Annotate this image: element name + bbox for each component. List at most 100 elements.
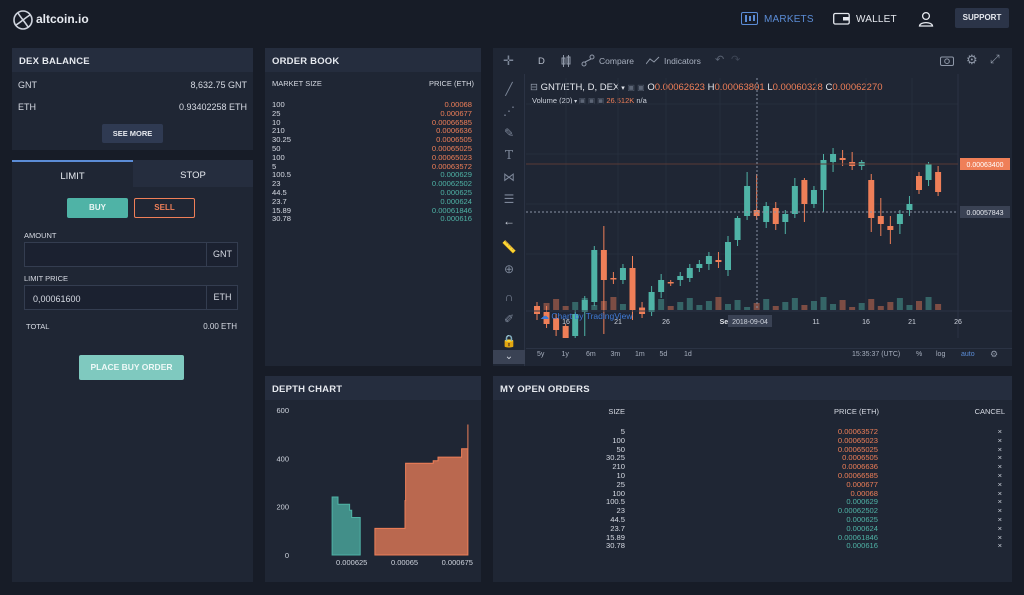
order-book-row[interactable]: 10 0.00066585 (272, 118, 472, 127)
redo-icon[interactable]: ↷ (731, 54, 741, 66)
crosshair-icon[interactable]: ✛ (503, 53, 514, 68)
order-book-row[interactable]: 30.78 0.000616 (272, 214, 472, 223)
volume-bar (782, 302, 789, 310)
legend-controls-icon[interactable]: ▣ ▣ (627, 83, 645, 92)
order-book-row[interactable]: 5 0.00063572 (272, 162, 472, 171)
user-account-icon[interactable] (918, 11, 934, 27)
price-candlestick-chart[interactable]: 0.00063400 0.00057843 16 21 26 Sep 2018-09-04 1… (526, 74, 1012, 338)
camera-icon[interactable] (940, 55, 954, 66)
order-book-price: 0.0006505 (436, 135, 472, 145)
cancel-order-icon[interactable]: × (997, 541, 1002, 551)
timeframe-button[interactable]: 1y (561, 351, 569, 358)
indicators-icon[interactable] (646, 56, 660, 66)
fullscreen-icon[interactable]: ⤢ (990, 52, 1000, 66)
tab-stop[interactable]: STOP (133, 160, 253, 187)
brush-tool-icon[interactable]: ✎ (503, 126, 515, 140)
timeframe-button[interactable]: 1m (635, 351, 645, 358)
candle-body (810, 190, 817, 204)
trendline-tool-icon[interactable]: ╱ (505, 82, 513, 96)
open-order-size: 100 (612, 435, 625, 445)
order-book-row[interactable]: 50 0.00065025 (272, 144, 472, 153)
lock-icon[interactable]: 🔒 (501, 334, 517, 348)
amount-field[interactable]: GNT (24, 242, 238, 267)
candle-style-icon[interactable] (561, 55, 571, 67)
buy-button[interactable]: BUY (67, 198, 128, 218)
candle-body (916, 176, 922, 190)
undo-icon[interactable]: ↶ (715, 54, 725, 66)
cancel-order-icon[interactable]: × (997, 427, 1002, 436)
magnet-tool-icon[interactable]: ∩ (504, 290, 514, 304)
volume-bar (810, 301, 817, 310)
nav-markets-label: MARKETS (764, 14, 814, 25)
settings-gear-icon[interactable]: ⚙ (966, 52, 978, 67)
compare-button[interactable]: Compare (599, 56, 634, 66)
volume-label[interactable]: Volume (20) (532, 96, 573, 105)
pitchfork-tool-icon[interactable]: ⋰ (503, 104, 515, 118)
timeframe-button[interactable]: 5d (659, 351, 668, 358)
lock-drawings-icon[interactable]: ✐ (503, 312, 515, 326)
order-book-row[interactable]: 25 0.000677 (272, 109, 472, 118)
auto-scale-toggle[interactable]: auto (961, 351, 975, 358)
sell-button[interactable]: SELL (134, 198, 195, 218)
chevron-down-icon[interactable]: ⌄ (493, 350, 525, 364)
clock-utc[interactable]: 15:35:37 (UTC) (852, 351, 901, 358)
compare-icon[interactable] (581, 54, 595, 67)
collapse-legend-icon[interactable]: ⊟ (530, 82, 538, 93)
cancel-order-icon[interactable]: × (997, 515, 1002, 524)
timeframe-button[interactable]: 6m (586, 351, 596, 358)
support-button[interactable]: SUPPORT (955, 8, 1009, 28)
order-book-row[interactable]: 100.5 0.000629 (272, 170, 472, 179)
zoom-tool-icon[interactable]: ⊕ (503, 262, 515, 276)
chart-symbol[interactable]: GNT/ETH, D, DEX (540, 82, 620, 93)
altcoin-logo-icon[interactable] (12, 9, 34, 31)
tradingview-watermark[interactable]: ☁ Chart by TradingView (540, 311, 632, 322)
log-scale-toggle[interactable]: log (936, 351, 946, 358)
pattern-tool-icon[interactable]: ⋈ (503, 170, 515, 184)
cancel-order-icon[interactable]: × (997, 444, 1002, 454)
percent-scale-toggle[interactable]: % (916, 351, 923, 358)
cancel-order-icon[interactable]: × (997, 523, 1002, 533)
arrow-left-icon[interactable]: ← (503, 214, 515, 228)
cancel-order-icon[interactable]: × (997, 488, 1002, 498)
cancel-order-icon[interactable]: × (997, 479, 1002, 489)
order-book-price: 0.00063572 (431, 161, 472, 171)
ruler-tool-icon[interactable]: 📏 (501, 240, 517, 254)
order-book-row[interactable]: 100 0.00065023 (272, 153, 472, 162)
chart-settings-gear-icon[interactable]: ⚙ (990, 349, 999, 359)
volume-controls-icon[interactable]: ▣ ▣ ▣ (578, 96, 605, 105)
timeframe-button[interactable]: 1d (684, 351, 692, 358)
order-book-row[interactable]: 23.7 0.000624 (272, 197, 472, 206)
timeframe-button[interactable]: 3m (610, 351, 621, 358)
order-book-row[interactable]: 100 0.00068 (272, 100, 472, 109)
nav-markets[interactable]: MARKETS (741, 11, 814, 27)
brand-name[interactable]: altcoin.io (36, 12, 89, 26)
balance-value: 8,632.75 GNT (190, 80, 247, 90)
tab-limit[interactable]: LIMIT (12, 160, 133, 187)
interval-button[interactable]: D (538, 56, 545, 67)
place-buy-order-button[interactable]: PLACE BUY ORDER (79, 355, 184, 380)
indicators-button[interactable]: Indicators (664, 56, 701, 66)
order-book-size: 23 (272, 179, 281, 189)
order-book-row[interactable]: 15.89 0.00061846 (272, 206, 472, 215)
cancel-order-icon[interactable]: × (997, 506, 1002, 516)
cancel-order-icon[interactable]: × (997, 435, 1002, 445)
order-book-row[interactable]: 30.25 0.0006505 (272, 135, 472, 144)
volume-bar (543, 303, 550, 310)
nav-wallet[interactable]: WALLET (833, 11, 897, 27)
text-tool-icon[interactable]: T (504, 148, 513, 162)
order-book-row[interactable]: 44.5 0.000625 (272, 188, 472, 197)
open-order-row: 23 0.00062502 × (493, 506, 1012, 515)
fib-tool-icon[interactable]: ☰ (503, 192, 515, 206)
limit-price-field[interactable]: 0,00061600 ETH (24, 285, 238, 310)
candle-body (581, 300, 588, 312)
order-book-row[interactable]: 23 0.00062502 (272, 179, 472, 188)
cancel-order-icon[interactable]: × (997, 471, 1002, 480)
amount-unit: GNT (206, 243, 238, 266)
cancel-order-icon[interactable]: × (997, 497, 1002, 507)
cancel-order-icon[interactable]: × (997, 453, 1002, 463)
see-more-button[interactable]: SEE MORE (102, 124, 163, 143)
cancel-order-icon[interactable]: × (997, 532, 1002, 542)
cancel-order-icon[interactable]: × (997, 462, 1002, 472)
order-book-row[interactable]: 210 0.0006636 (272, 126, 472, 135)
timeframe-button[interactable]: 5y (537, 351, 545, 358)
